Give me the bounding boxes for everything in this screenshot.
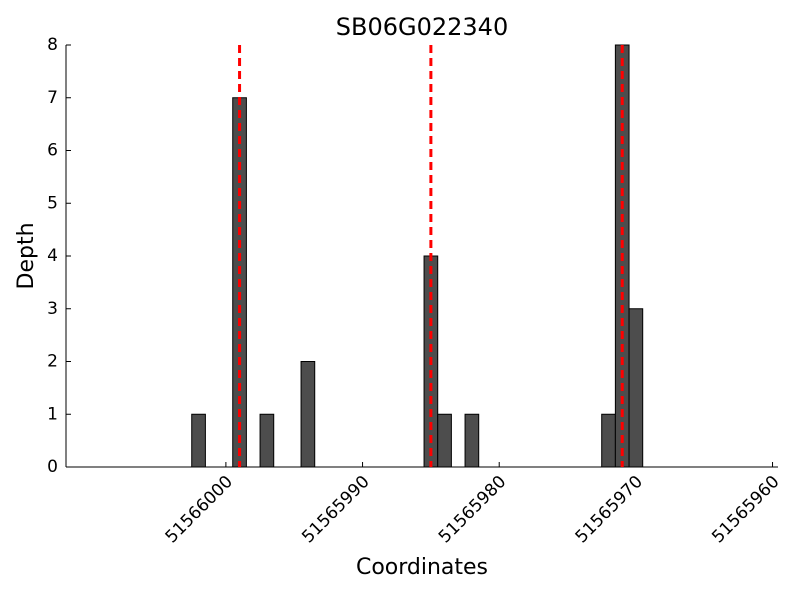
y-tick-label: 0 <box>47 457 58 477</box>
chart-title: SB06G022340 <box>336 13 508 41</box>
bar <box>437 413 452 468</box>
y-tick-label: 5 <box>47 193 58 213</box>
bar <box>464 413 480 468</box>
x-axis-label: Coordinates <box>356 555 488 580</box>
y-tick-label: 1 <box>47 404 58 424</box>
y-tick-label: 4 <box>47 246 58 266</box>
y-tick-label: 2 <box>47 352 58 372</box>
bar <box>601 413 616 468</box>
bar <box>300 361 316 468</box>
x-tick-label: 51565990 <box>298 472 373 547</box>
x-tick-label: 51565980 <box>435 472 510 547</box>
y-tick-label: 8 <box>47 35 58 55</box>
y-axis-label: Depth <box>14 222 39 289</box>
y-tick-label: 7 <box>47 88 58 108</box>
y-tick-label: 6 <box>47 141 58 161</box>
y-tick-label: 3 <box>47 299 58 319</box>
x-tick-label: 51565970 <box>572 472 647 547</box>
x-tick-label: 51565960 <box>708 472 783 547</box>
bar <box>259 413 275 468</box>
bar <box>191 413 206 468</box>
bar <box>628 308 644 468</box>
x-tick-label: 51566000 <box>162 472 237 547</box>
